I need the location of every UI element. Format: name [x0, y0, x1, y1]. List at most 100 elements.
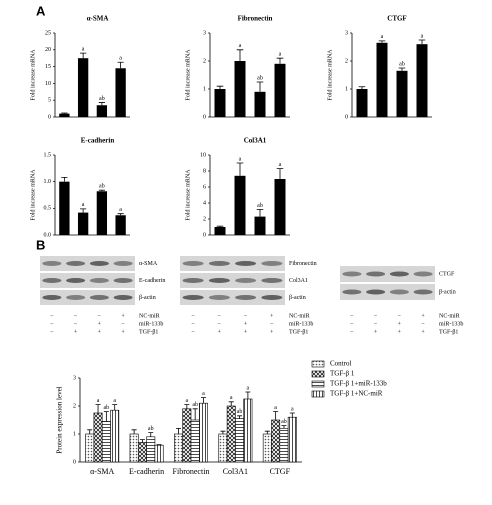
treatment-sign: + — [244, 329, 248, 335]
blot-band — [89, 278, 109, 283]
treatment-sign: + — [270, 329, 274, 335]
error-bar — [80, 52, 87, 59]
chart-title: Col3A1 — [244, 137, 267, 145]
treatment-sign: − — [350, 329, 354, 335]
blot-band — [366, 271, 386, 277]
significance-letter: ab — [399, 61, 405, 67]
y-tick-label: 6 — [203, 184, 206, 190]
significance-letter: ab — [257, 75, 263, 81]
blot-label: CTGF — [439, 271, 455, 277]
bar — [115, 68, 126, 117]
bar — [235, 418, 245, 463]
significance-letter: a — [119, 207, 122, 213]
significance-letter: a — [119, 56, 122, 62]
blot-band — [182, 295, 204, 300]
treatment-sign: − — [218, 313, 222, 319]
x-tick-label: α-SMA — [90, 467, 114, 476]
treatment-sign: − — [421, 321, 425, 327]
y-tick-label: 1 — [203, 86, 206, 92]
significance-letter: a — [247, 385, 250, 391]
error-bar — [378, 40, 386, 43]
blot-band — [261, 278, 283, 283]
blot-strip — [40, 273, 135, 288]
error-bar — [216, 225, 224, 227]
error-bar — [398, 67, 406, 71]
blot-strip — [340, 266, 435, 282]
y-tick-label: 1 — [345, 86, 348, 92]
significance-letter: ab — [148, 426, 154, 432]
y-tick-label: 2 — [73, 403, 76, 409]
bar — [254, 216, 266, 235]
blot-band — [182, 278, 204, 283]
bar — [110, 409, 120, 463]
error-bar — [236, 162, 244, 176]
treatment-sign: − — [191, 321, 195, 327]
significance-letter: ab — [257, 203, 263, 209]
x-tick-label: E-cadherin — [129, 467, 164, 476]
bar — [129, 433, 139, 463]
blot-label: Fibronectin — [289, 261, 317, 267]
error-bar — [148, 432, 154, 437]
error-bar — [273, 411, 279, 420]
y-axis-label: Fold increase mRNA — [30, 49, 36, 101]
blot-band — [182, 261, 204, 266]
significance-letter: a — [97, 398, 100, 404]
bar — [262, 433, 272, 463]
error-bar — [216, 85, 224, 89]
significance-letter: a — [202, 391, 205, 397]
x-tick-label: CTGF — [270, 467, 291, 476]
blot-band — [208, 261, 230, 266]
significance-letter: a — [421, 33, 424, 39]
y-tick-label: 8 — [203, 168, 206, 174]
treatment-sign: − — [350, 313, 354, 319]
error-bar — [264, 430, 270, 434]
treatment-sign: − — [374, 321, 378, 327]
treatment-sign: − — [350, 321, 354, 327]
error-bar — [98, 102, 105, 106]
bar — [190, 419, 200, 463]
treatment-sign: − — [98, 313, 102, 319]
blot-band — [113, 295, 133, 300]
blot-strip — [40, 256, 135, 271]
error-bar — [80, 208, 87, 213]
treatment-sign: + — [421, 329, 425, 335]
significance-letter: a — [239, 156, 242, 162]
blot-band — [208, 278, 230, 283]
y-tick-label: 2 — [203, 58, 206, 64]
error-bar — [358, 86, 366, 89]
significance-letter: a — [274, 405, 277, 411]
error-bar — [156, 444, 162, 446]
treatment-label: TGF-β1 — [439, 329, 458, 335]
error-bar — [256, 209, 264, 217]
bar — [254, 91, 266, 117]
y-tick-label: 2 — [345, 58, 348, 64]
treatment-sign: − — [218, 321, 222, 327]
bar — [146, 436, 156, 463]
blot-band — [261, 261, 283, 266]
bar — [96, 105, 108, 117]
error-bar — [220, 430, 226, 434]
y-tick-label: 3 — [345, 30, 348, 36]
bar — [77, 58, 89, 117]
error-bar — [237, 415, 243, 419]
blot-band — [366, 289, 386, 295]
bar — [93, 412, 103, 463]
error-bar — [228, 401, 234, 406]
bar — [199, 402, 208, 463]
legend-label: TGF-β 1 — [330, 370, 355, 378]
error-bar — [245, 391, 251, 399]
error-bar — [117, 61, 124, 69]
significance-letter: ab — [99, 96, 105, 102]
error-bar — [236, 49, 244, 61]
blot-label: Col3A1 — [289, 278, 308, 284]
chart-title: Fibronectin — [238, 15, 273, 23]
blot-band — [235, 261, 257, 266]
legend-swatch — [311, 380, 325, 388]
bar — [115, 215, 126, 235]
y-tick-label: 3 — [203, 30, 206, 36]
y-tick-label: 0 — [345, 114, 348, 120]
treatment-sign: − — [121, 321, 125, 327]
y-tick-label: 1.0 — [44, 179, 52, 185]
error-bar — [176, 428, 182, 434]
